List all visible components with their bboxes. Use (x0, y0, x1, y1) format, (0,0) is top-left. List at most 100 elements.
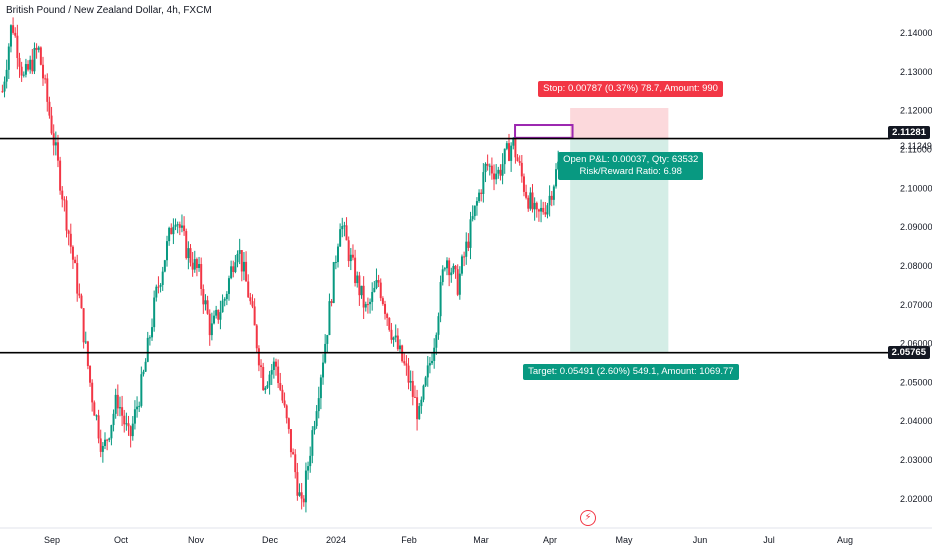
candle-body (458, 273, 461, 295)
candle-body (198, 264, 201, 268)
candle-body (317, 398, 320, 412)
candle-body (313, 426, 316, 431)
candle-body (219, 312, 222, 320)
candle-body (441, 269, 444, 283)
candle-body (537, 209, 540, 212)
candle-body (249, 297, 252, 302)
candle-body (125, 423, 128, 425)
candle-body (420, 399, 423, 407)
candle-body (97, 415, 100, 439)
candle-body (99, 438, 102, 452)
y-tick-label: 2.06000 (900, 339, 932, 349)
candle-body (418, 406, 421, 420)
candle-body (277, 366, 280, 384)
y-tick-label: 2.13000 (900, 67, 932, 77)
candle-body (221, 300, 224, 313)
candle-body (215, 309, 218, 316)
candle-body (413, 396, 416, 398)
candle-body (450, 272, 453, 276)
candle-body (525, 191, 528, 198)
candle-body (294, 454, 297, 473)
candle-body (80, 295, 83, 309)
candle-body (63, 199, 66, 201)
candle-body (467, 241, 470, 248)
candle-body (108, 438, 111, 440)
candle-body (384, 304, 387, 314)
risk-reward-text: Risk/Reward Ratio: 6.98 (579, 165, 682, 177)
candle-body (71, 246, 74, 260)
candle-body (379, 282, 382, 299)
y-tick-label: 2.04000 (900, 416, 932, 426)
candle-body (287, 418, 290, 430)
candle-body (495, 173, 498, 180)
candle-body (388, 317, 391, 330)
candle-body (230, 266, 233, 279)
candle-body (172, 226, 175, 235)
candle-body (296, 472, 299, 496)
candle-body (454, 265, 457, 270)
candle-body (187, 248, 190, 259)
candle-body (180, 225, 183, 228)
candle-body (7, 46, 10, 70)
candle-body (292, 452, 295, 455)
candle-body (95, 415, 98, 417)
candle-body (168, 227, 171, 242)
candle-body (501, 164, 504, 176)
tradingview-logo-icon[interactable]: ⚡ (580, 510, 596, 526)
candle-body (281, 389, 284, 401)
candle-body (307, 466, 310, 471)
candle-body (326, 335, 329, 344)
candle-body (103, 439, 106, 446)
candle-body (300, 492, 303, 499)
candle-body (240, 250, 243, 272)
y-tick-label: 2.07000 (900, 300, 932, 310)
candle-body (3, 81, 6, 92)
x-tick-label: Nov (188, 535, 205, 545)
candle-body (347, 240, 350, 262)
x-tick-label: Feb (401, 535, 417, 545)
candle-body (50, 115, 53, 134)
candle-body (140, 374, 143, 406)
candle-body (176, 224, 179, 226)
candle-body (302, 498, 305, 503)
candle-body (272, 361, 275, 371)
candle-body (435, 334, 438, 348)
y-tick-label: 2.09000 (900, 222, 932, 232)
candle-body (1, 91, 4, 93)
candle-body (238, 250, 241, 254)
candle-body (520, 162, 523, 177)
candle-body (213, 315, 216, 324)
candle-body (144, 361, 147, 372)
candle-body (497, 169, 500, 174)
candle-body (251, 301, 254, 307)
candle-body (304, 470, 307, 503)
candle-body (78, 293, 81, 296)
candle-body (289, 429, 292, 453)
target-label: Target: 0.05491 (2.60%) 549.1, Amount: 1… (523, 363, 739, 380)
candle-body (142, 371, 145, 375)
x-tick-label: May (615, 535, 633, 545)
y-tick-label: 2.08000 (900, 261, 932, 271)
candle-body (364, 304, 367, 308)
candle-body (334, 262, 337, 264)
candle-body (262, 366, 265, 391)
candle-body (157, 286, 160, 288)
candle-body (86, 341, 89, 366)
candle-body (330, 301, 333, 303)
candle-body (65, 200, 68, 231)
candle-body (114, 394, 117, 414)
candle-body (373, 287, 376, 292)
open-pnl-text: Open P&L: 0.00037, Qty: 63532 (563, 153, 699, 165)
candle-body (503, 148, 506, 165)
candle-body (403, 361, 406, 364)
candle-body (475, 201, 478, 206)
candle-body (343, 225, 346, 227)
candle-body (377, 280, 380, 283)
candle-body (428, 363, 431, 366)
candle-body (437, 316, 440, 335)
candle-body (507, 143, 510, 161)
y-tick-label: 2.10000 (900, 183, 932, 193)
candle-body (59, 160, 62, 191)
candle-body (268, 374, 271, 386)
